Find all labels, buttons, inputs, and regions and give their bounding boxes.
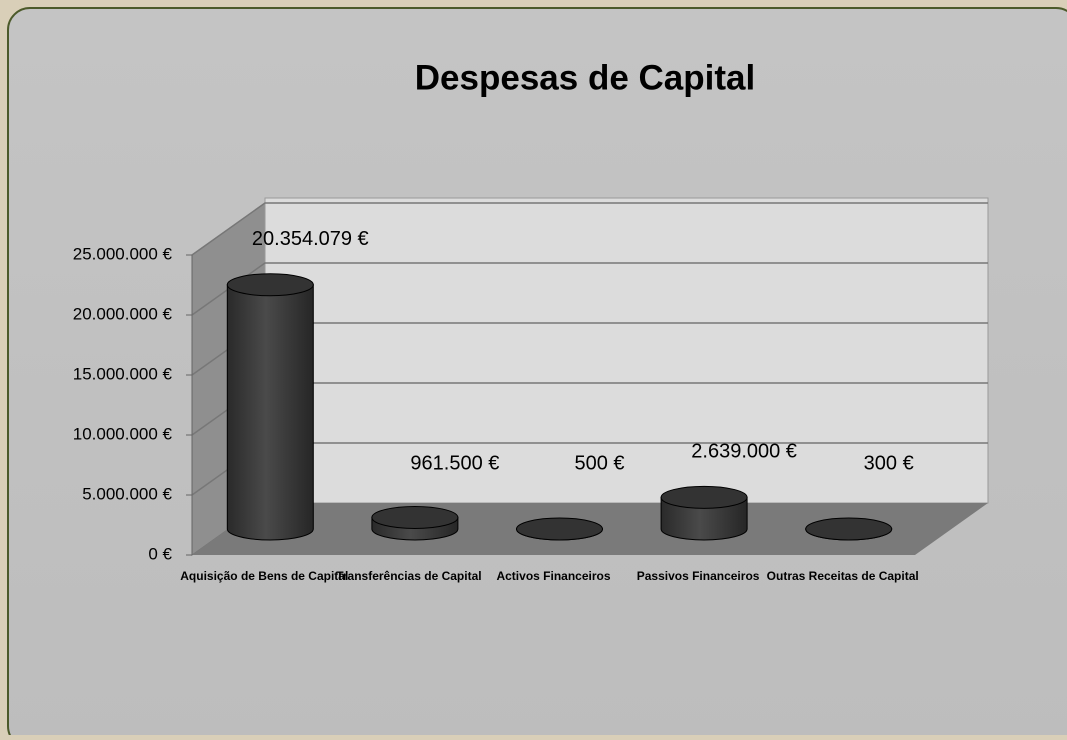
data-label: 2.639.000 € <box>691 441 797 463</box>
x-tick-label: Aquisição de Bens de Capital <box>180 569 348 583</box>
bar-top <box>226 273 314 297</box>
data-label: 500 € <box>574 452 624 474</box>
y-tick-label: 0 € <box>148 544 172 563</box>
y-tick-label: 25.000.000 € <box>73 244 173 263</box>
bar <box>226 284 314 541</box>
x-tick-label: Passivos Financeiros <box>637 569 760 583</box>
bar <box>660 496 748 541</box>
y-tick-label: 20.000.000 € <box>73 304 173 323</box>
y-tick-label: 10.000.000 € <box>73 424 173 443</box>
data-label: 300 € <box>864 452 914 474</box>
bar-top <box>660 485 748 509</box>
data-label: 961.500 € <box>410 452 499 474</box>
x-tick-label: Outras Receitas de Capital <box>767 569 919 583</box>
bar-top <box>805 517 893 541</box>
x-tick-label: Activos Financeiros <box>496 569 610 583</box>
bar-top <box>371 505 459 529</box>
bar-top <box>516 517 603 541</box>
grid-line <box>191 202 988 256</box>
data-label: 20.354.079 € <box>252 228 369 250</box>
back-wall <box>264 197 989 504</box>
grid-line <box>191 262 988 316</box>
chart-title: Despesas de Capital <box>415 58 755 97</box>
y-tick-label: 5.000.000 € <box>82 484 172 503</box>
x-tick-label: Transferências de Capital <box>336 569 481 583</box>
y-tick-label: 15.000.000 € <box>73 364 173 383</box>
